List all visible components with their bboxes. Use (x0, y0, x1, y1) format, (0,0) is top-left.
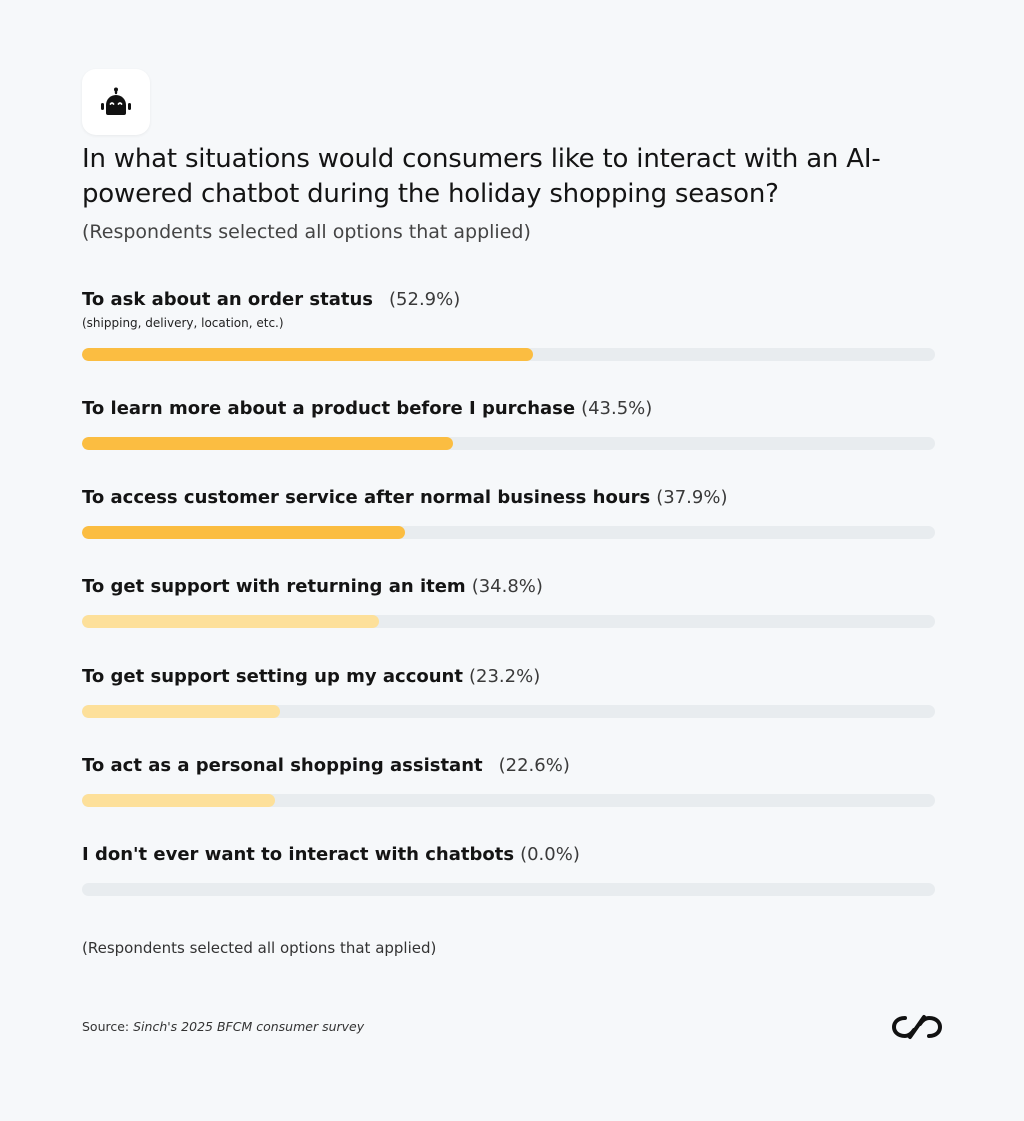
bar-label: To act as a personal shopping assistant (… (82, 753, 935, 779)
category-label: To learn more about a product before I p… (82, 398, 576, 419)
bar-fill (82, 615, 379, 628)
bar-label: To learn more about a product before I p… (82, 396, 935, 422)
bar-track (82, 348, 935, 361)
bar-label: I don't ever want to interact with chatb… (82, 842, 935, 868)
category-label: To get support with returning an item (82, 576, 466, 597)
bar-track (82, 883, 935, 896)
bar-track (82, 437, 935, 450)
bar-fill (82, 348, 534, 361)
bar-label: To access customer service after normal … (82, 485, 935, 511)
category-label: To access customer service after normal … (82, 487, 651, 508)
value-label: (34.8%) (471, 576, 543, 597)
category-label: I don't ever want to interact with chatb… (82, 844, 515, 865)
bar-label: To get support with returning an item (34… (82, 574, 935, 600)
value-label: (23.2%) (468, 666, 541, 687)
bar-row: To act as a personal shopping assistant (… (82, 753, 935, 807)
chart-title: In what situations would consumers like … (82, 144, 881, 209)
value-label: (52.9%) (389, 289, 461, 310)
bar-track (82, 705, 935, 718)
footnote: (Respondents selected all options that a… (82, 939, 437, 957)
bar-track (82, 526, 935, 539)
category-note: (shipping, delivery, location, etc.) (82, 316, 284, 330)
category-label: To ask about an order status (82, 289, 374, 310)
robot-icon (101, 87, 131, 115)
value-label: (0.0%) (520, 844, 580, 865)
sinch-logo (891, 1013, 943, 1045)
category-label: To get support setting up my account (82, 666, 463, 687)
bar-row: To learn more about a product before I p… (82, 396, 935, 450)
sinch-logo-icon (891, 1015, 943, 1039)
bar-row: To access customer service after normal … (82, 485, 935, 539)
bar-track (82, 794, 935, 807)
bar-fill (82, 794, 275, 807)
value-label: (43.5%) (581, 398, 653, 419)
source-prefix: Source: (82, 1019, 134, 1034)
bar-fill (82, 526, 406, 539)
category-label: To act as a personal shopping assistant (82, 755, 483, 776)
chart-subtitle: (Respondents selected all options that a… (82, 221, 531, 243)
bar-label: To get support setting up my account (23.… (82, 664, 935, 690)
source-line: Source: Sinch's 2025 BFCM consumer surve… (82, 1019, 364, 1034)
value-label: (37.9%) (656, 487, 728, 508)
bar-row: To get support with returning an item (34… (82, 574, 935, 628)
robot-icon-card (82, 69, 150, 135)
bar-track (82, 615, 935, 628)
source-text: Sinch's 2025 BFCM consumer survey (133, 1019, 365, 1034)
bar-row: To ask about an order status (52.9%) (ship… (82, 287, 935, 361)
bar-row: To get support setting up my account (23.… (82, 664, 935, 718)
bar-label: To ask about an order status (52.9%) (82, 287, 935, 313)
bar-fill (82, 437, 454, 450)
bar-row: I don't ever want to interact with chatb… (82, 842, 935, 896)
bar-fill (82, 705, 280, 718)
value-label: (22.6%) (498, 755, 570, 776)
